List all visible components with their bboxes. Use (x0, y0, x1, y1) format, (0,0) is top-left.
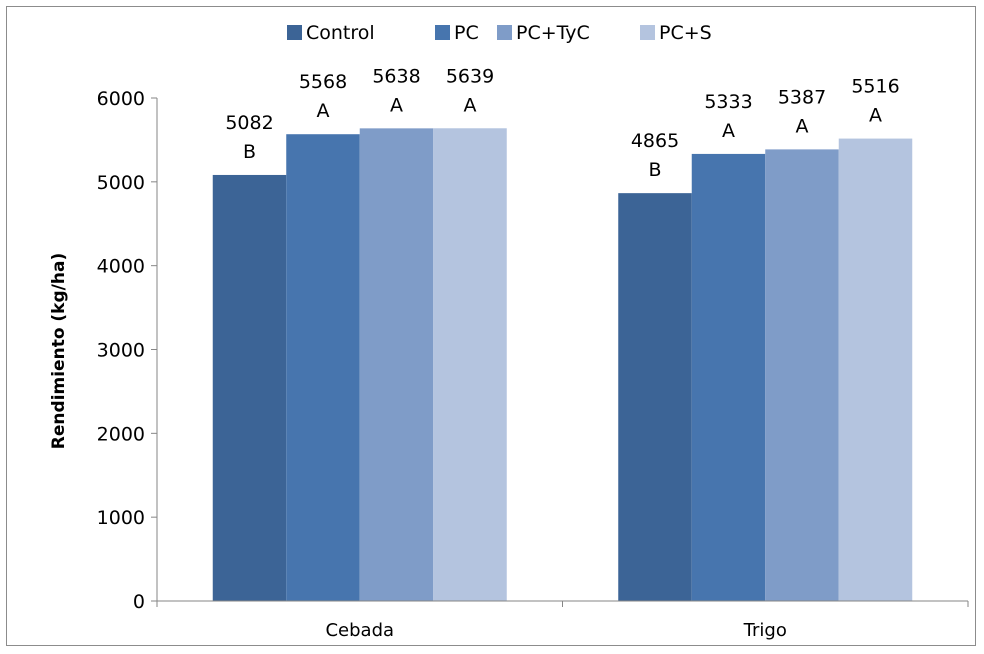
data-label-value: 5082 (225, 112, 273, 134)
data-label-value: 5387 (778, 86, 826, 108)
legend-swatch (435, 25, 450, 40)
y-tick-label: 3000 (97, 340, 145, 362)
data-label-letter: A (317, 100, 330, 122)
x-category-label: Trigo (743, 620, 787, 641)
x-axis: Cebada Trigo (156, 600, 969, 641)
data-label-value: 4865 (631, 130, 679, 152)
y-axis-label: Rendimiento (kg/ha) (49, 253, 69, 449)
y-tick-label: 0 (133, 591, 145, 613)
legend-label: Control (306, 22, 375, 44)
bar (618, 193, 692, 602)
y-tick-label: 4000 (97, 256, 145, 278)
y-tick-label: 1000 (97, 507, 145, 529)
data-label-letter: A (796, 115, 809, 137)
data-label-letter: A (390, 94, 403, 116)
data-label-letter: A (869, 105, 882, 127)
y-tick-label: 5000 (97, 172, 145, 194)
bar (765, 149, 839, 601)
bars: 5082 B 5568 A 5638 A 5639 A 4865 B 5333 A 5387 A 5516 A (212, 65, 913, 602)
legend-label: PC+TyC (516, 22, 590, 44)
legend-swatch (640, 25, 655, 40)
bar (433, 128, 507, 601)
data-label-value: 5639 (446, 65, 494, 87)
legend-swatch (497, 25, 512, 40)
data-label-value: 5516 (851, 76, 899, 98)
legend-swatch (287, 25, 302, 40)
data-label-value: 5638 (372, 65, 420, 87)
legend-label: PC (454, 22, 479, 44)
data-label-letter: A (464, 94, 477, 116)
legend-label: PC+S (659, 22, 712, 44)
data-label-value: 5333 (704, 91, 752, 113)
data-label-letter: A (722, 120, 735, 142)
data-label-letter: B (648, 159, 661, 181)
y-tick-label: 2000 (97, 423, 145, 445)
bar (212, 174, 287, 602)
data-label-value: 5568 (299, 71, 347, 93)
bar (691, 153, 766, 601)
bar (286, 134, 360, 601)
legend: Control PC PC+TyC PC+S (287, 22, 712, 44)
data-label-letter: B (243, 141, 256, 163)
y-axis: 0 1000 2000 3000 4000 5000 6000 (97, 88, 158, 613)
x-category-label: Cebada (325, 620, 394, 641)
bar (838, 138, 913, 602)
y-tick-label: 6000 (97, 88, 145, 110)
bar (359, 128, 434, 602)
